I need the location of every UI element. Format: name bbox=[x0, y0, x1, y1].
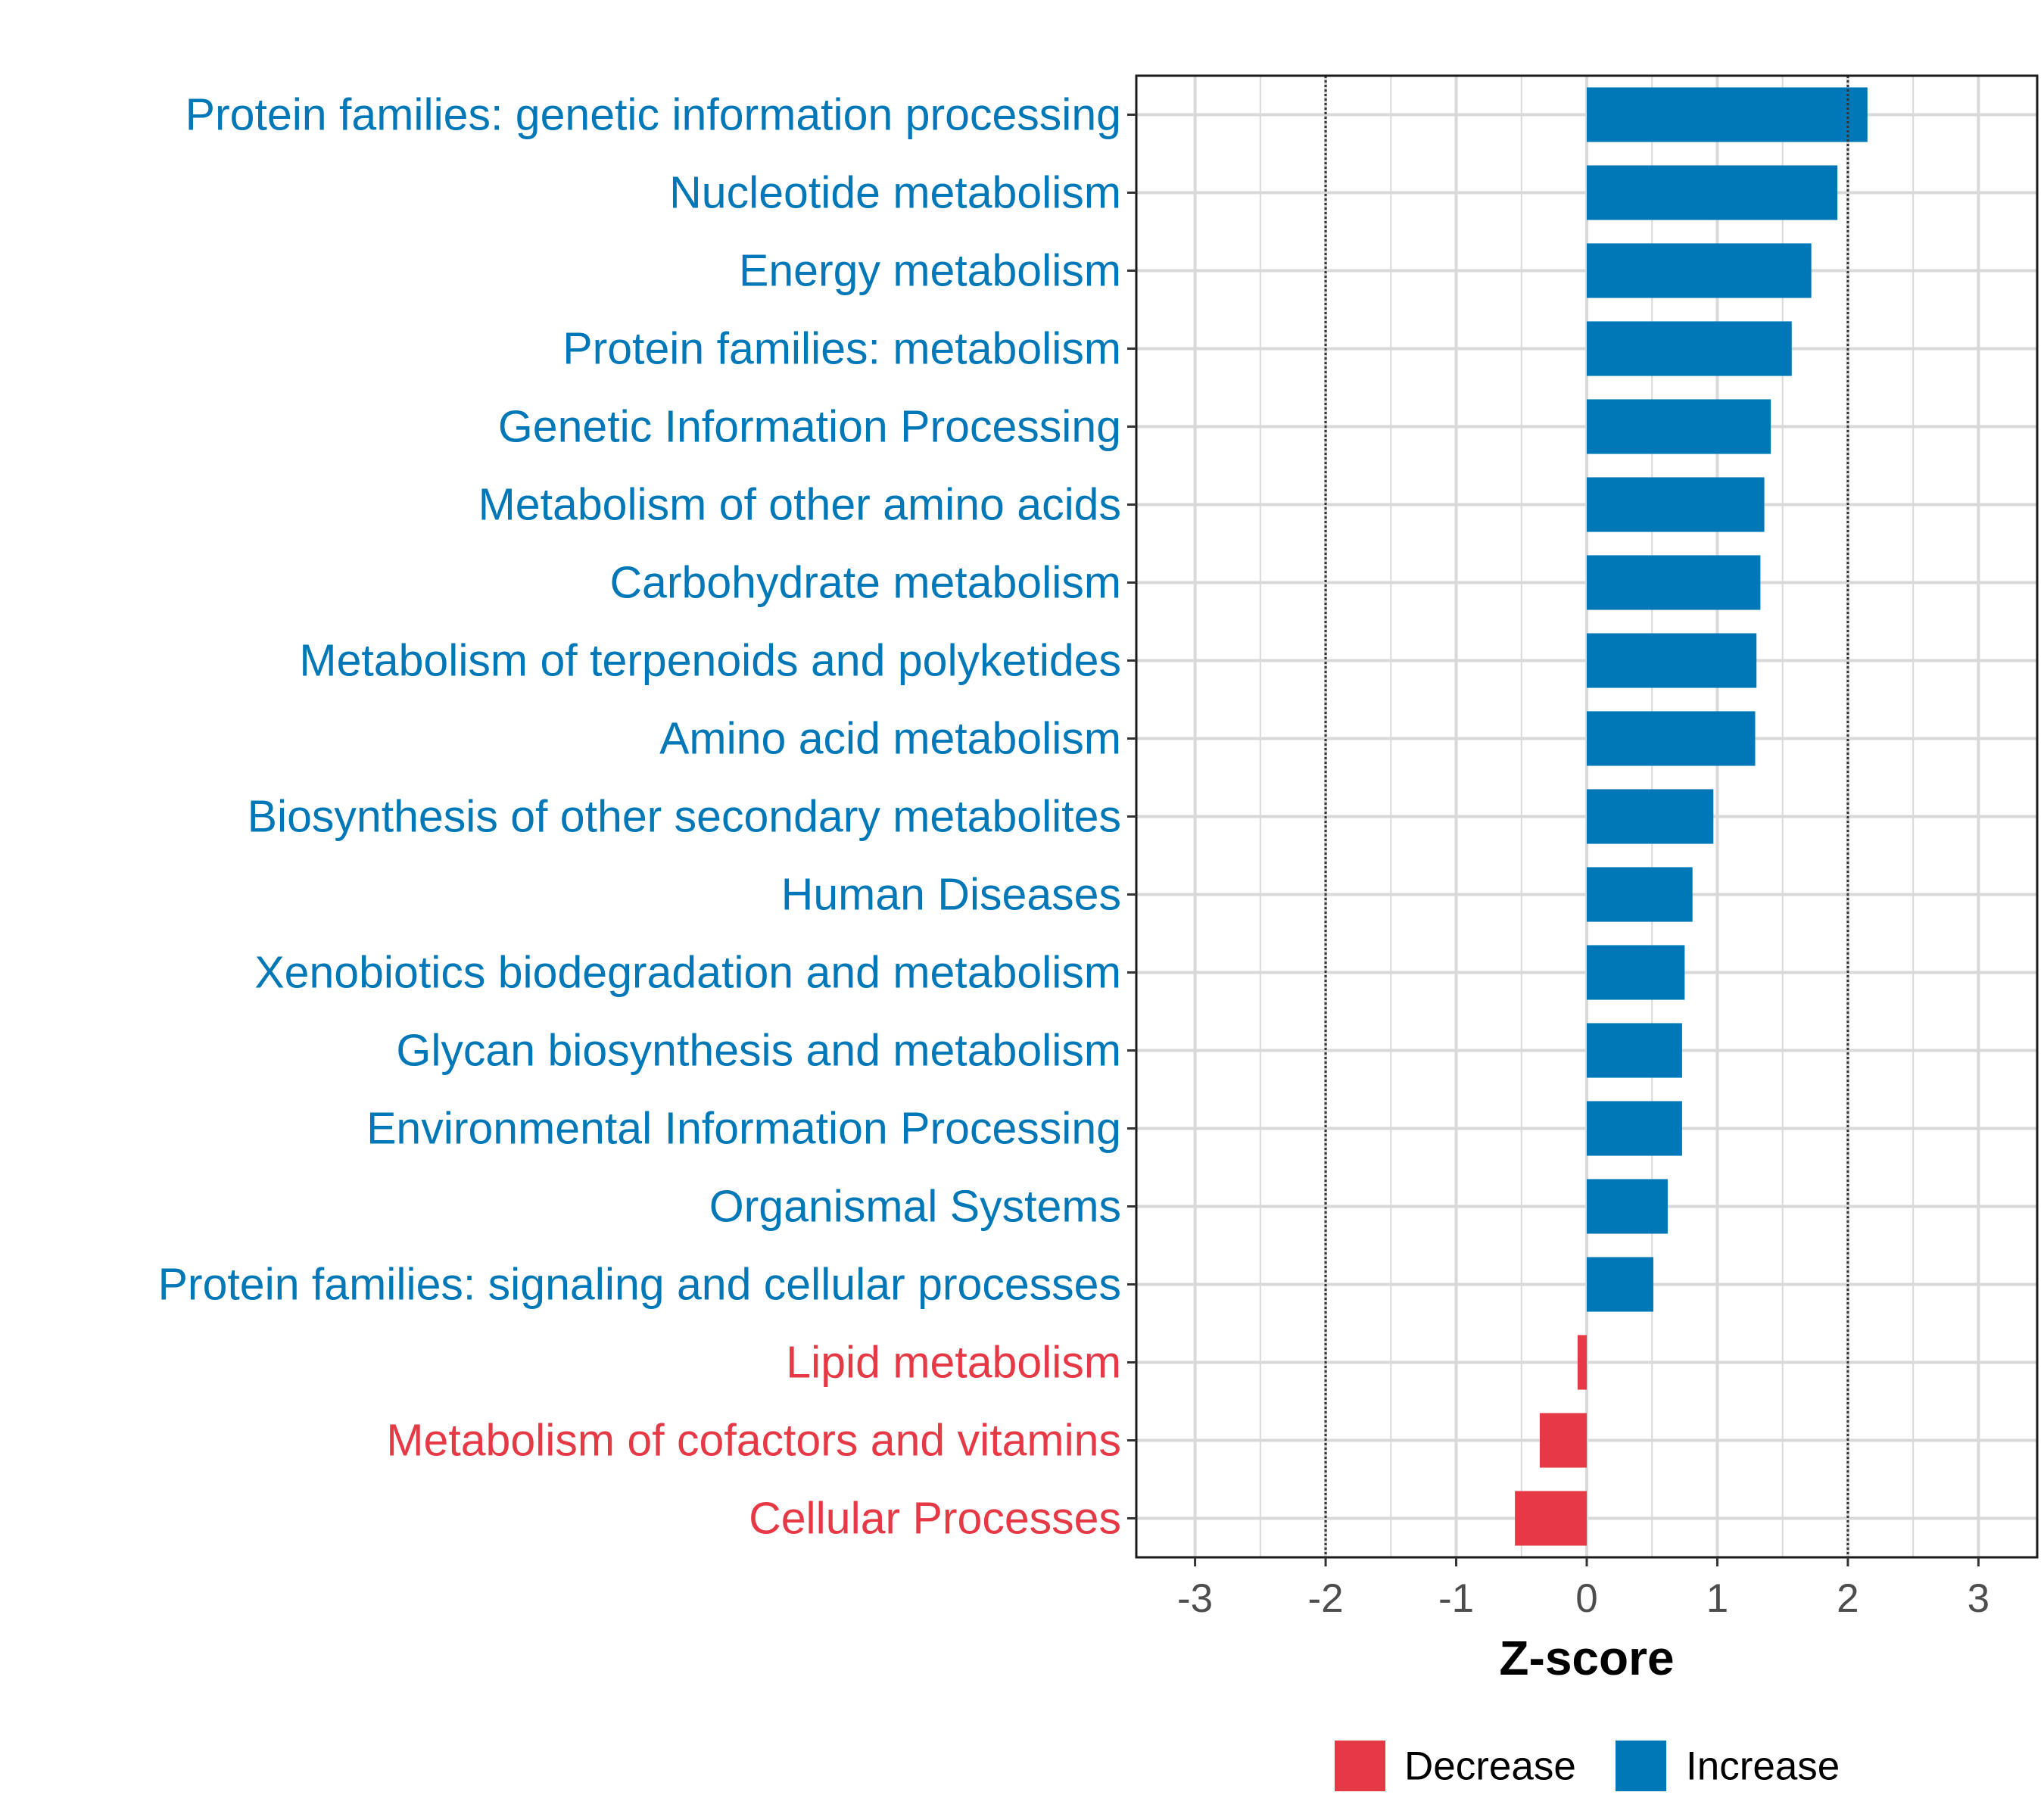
bar bbox=[1587, 1101, 1682, 1156]
legend-key bbox=[1335, 1741, 1385, 1791]
bar bbox=[1587, 555, 1761, 610]
category-label: Organismal Systems bbox=[709, 1182, 1121, 1232]
bar bbox=[1577, 1335, 1587, 1390]
legend-label: Decrease bbox=[1404, 1744, 1576, 1789]
category-label: Protein families: signaling and cellular… bbox=[158, 1260, 1121, 1310]
category-label: Xenobiotics biodegradation and metabolis… bbox=[254, 948, 1121, 998]
category-label: Biosynthesis of other secondary metaboli… bbox=[248, 792, 1121, 842]
x-tick-label: -1 bbox=[1438, 1576, 1474, 1621]
x-axis-ticks: -3 -2 -1 0 1 2 3 bbox=[1177, 1557, 1989, 1621]
category-label: Metabolism of other amino acids bbox=[478, 480, 1121, 530]
y-axis-ticks: Protein families: genetic information pr… bbox=[158, 90, 1136, 1544]
bar bbox=[1587, 867, 1693, 922]
bar bbox=[1587, 1179, 1668, 1234]
category-label: Carbohydrate metabolism bbox=[609, 558, 1121, 608]
category-label: Energy metabolism bbox=[739, 246, 1121, 296]
category-label: Lipid metabolism bbox=[786, 1338, 1121, 1388]
bar bbox=[1587, 633, 1757, 688]
category-label: Cellular Processes bbox=[749, 1494, 1121, 1544]
x-tick-label: -3 bbox=[1177, 1576, 1213, 1621]
category-label: Genetic Information Processing bbox=[498, 402, 1121, 452]
x-tick-label: 1 bbox=[1706, 1576, 1728, 1621]
bar bbox=[1587, 399, 1771, 454]
category-label: Glycan biosynthesis and metabolism bbox=[396, 1026, 1121, 1076]
bar bbox=[1587, 321, 1792, 376]
bar bbox=[1587, 1257, 1653, 1312]
x-tick-label: 0 bbox=[1575, 1576, 1597, 1621]
category-label: Human Diseases bbox=[781, 870, 1121, 920]
bar bbox=[1515, 1491, 1587, 1546]
category-label: Metabolism of cofactors and vitamins bbox=[386, 1416, 1121, 1466]
legend-label: Increase bbox=[1686, 1744, 1840, 1789]
category-label: Protein families: genetic information pr… bbox=[185, 90, 1121, 140]
category-label: Protein families: metabolism bbox=[562, 324, 1121, 374]
x-tick-label: 2 bbox=[1837, 1576, 1859, 1621]
bar bbox=[1539, 1413, 1587, 1468]
reference-lines bbox=[1324, 76, 1849, 1557]
bar bbox=[1587, 1023, 1682, 1078]
category-label: Metabolism of terpenoids and polyketides bbox=[299, 636, 1121, 686]
x-tick-label: 3 bbox=[1968, 1576, 1989, 1621]
bar bbox=[1587, 789, 1714, 844]
bar bbox=[1587, 477, 1765, 532]
x-axis-title: Z-score bbox=[1499, 1631, 1674, 1685]
bar bbox=[1587, 711, 1756, 766]
legend: Decrease Increase bbox=[1335, 1741, 1840, 1791]
category-label: Nucleotide metabolism bbox=[669, 168, 1121, 218]
category-label: Environmental Information Processing bbox=[366, 1104, 1121, 1154]
bar bbox=[1587, 243, 1812, 298]
x-tick-label: -2 bbox=[1308, 1576, 1344, 1621]
category-label: Amino acid metabolism bbox=[659, 714, 1121, 764]
bar bbox=[1587, 945, 1685, 1000]
bar bbox=[1587, 165, 1838, 220]
legend-key bbox=[1616, 1741, 1666, 1791]
bars-layer bbox=[1515, 87, 1868, 1546]
bar bbox=[1587, 87, 1868, 142]
